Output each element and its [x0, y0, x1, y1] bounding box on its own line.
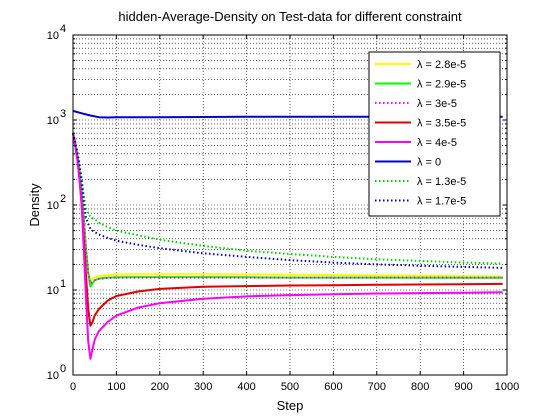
x-tick-label: 100 [107, 381, 125, 393]
legend-label: λ = 2.9e-5 [417, 79, 466, 91]
x-tick-label: 900 [454, 381, 472, 393]
y-tick-label: 10 [47, 30, 59, 42]
x-axis-label: Step [277, 398, 304, 413]
grid-lines [73, 35, 507, 375]
x-tick-label: 700 [368, 381, 386, 393]
x-tick-label: 800 [411, 381, 429, 393]
y-tick-exponent: 0 [60, 363, 66, 375]
x-tick-labels: 0 100 200 300 400 500 600 700 800 900 1000 [70, 381, 519, 393]
legend-label: λ = 1.3e-5 [417, 176, 466, 188]
y-tick-exponent: 2 [60, 193, 66, 205]
series-lines [72, 109, 503, 360]
x-tick-label: 1000 [495, 381, 519, 393]
legend-label: λ = 1.7e-5 [417, 196, 466, 208]
y-tick-exponent: 3 [60, 108, 66, 120]
series-line-7 [72, 132, 503, 269]
series-line-6 [72, 132, 503, 265]
x-tick-label: 300 [194, 381, 212, 393]
legend-label: λ = 2.8e-5 [417, 59, 466, 71]
y-tick-label: 10 [47, 285, 59, 297]
series-line-2 [72, 132, 503, 285]
x-tick-label: 400 [237, 381, 255, 393]
y-axis-label: Density [27, 183, 42, 227]
y-tick-exponent: 1 [60, 278, 66, 290]
y-tick-label: 10 [47, 200, 59, 212]
y-tick-label: 10 [47, 370, 59, 382]
x-tick-label: 500 [281, 381, 299, 393]
legend-label: λ = 3.5e-5 [417, 118, 466, 130]
x-tick-label: 200 [151, 381, 169, 393]
legend-label: λ = 0 [417, 157, 441, 169]
x-tick-label: 600 [324, 381, 342, 393]
legend-label: λ = 4e-5 [417, 137, 457, 149]
legend-label: λ = 3e-5 [417, 98, 457, 110]
y-tick-exponent: 4 [60, 23, 66, 35]
chart-title: hidden-Average-Density on Test-data for … [118, 9, 462, 24]
y-tick-label: 10 [47, 115, 59, 127]
legend-box [368, 51, 501, 217]
x-tick-label: 0 [70, 381, 76, 393]
legend: λ = 2.8e-5 λ = 2.9e-5 λ = 3e-5 λ = 3.5e-5 λ … [368, 51, 501, 217]
series-line-4 [72, 133, 503, 360]
axis-ticks [72, 35, 508, 376]
